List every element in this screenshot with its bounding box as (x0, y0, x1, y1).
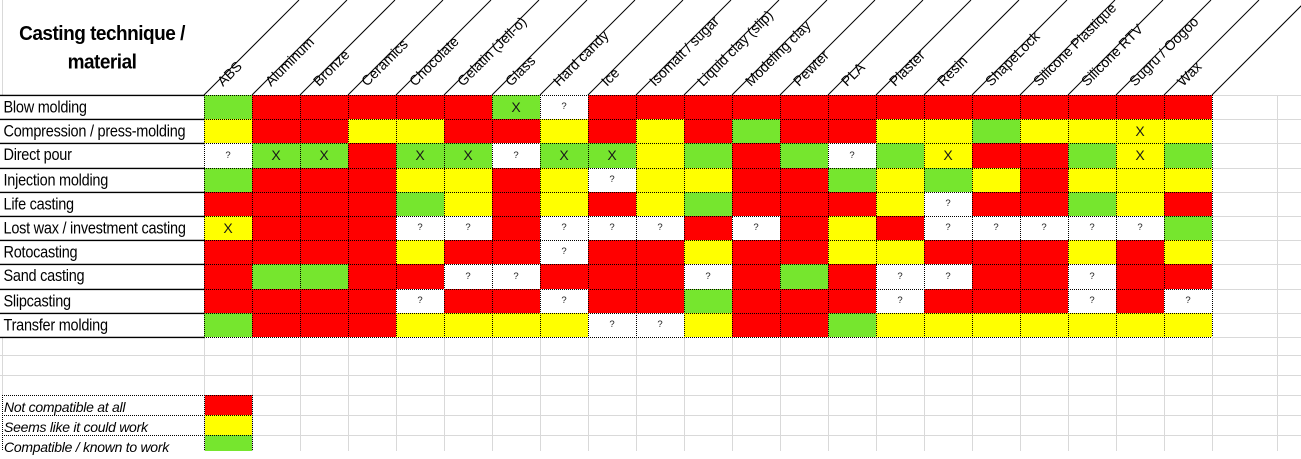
svg-text:Resin: Resin (934, 52, 971, 89)
svg-text:Bronze: Bronze (310, 46, 353, 89)
svg-text:ABS: ABS (214, 58, 245, 89)
svg-text:Plaster: Plaster (886, 47, 928, 89)
svg-text:Glass: Glass (502, 52, 539, 89)
svg-text:Silicone Plastique: Silicone Plastique (1030, 0, 1120, 89)
svg-text:Ice: Ice (598, 64, 623, 89)
svg-text:Wax: Wax (1174, 58, 1205, 89)
svg-text:Pewter: Pewter (790, 47, 832, 89)
svg-text:Chocolate: Chocolate (406, 33, 462, 89)
svg-text:Aluminum: Aluminum (262, 34, 317, 89)
svg-text:PLA: PLA (838, 59, 868, 89)
svg-text:Ceramics: Ceramics (358, 36, 411, 89)
